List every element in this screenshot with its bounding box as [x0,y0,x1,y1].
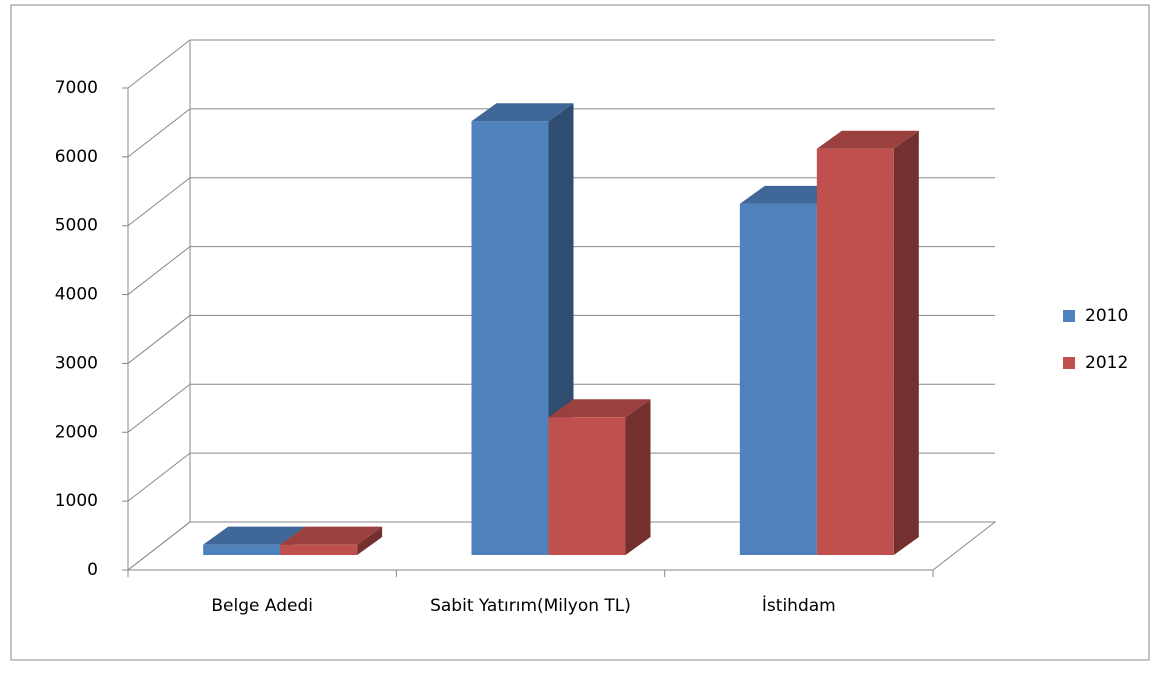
grid-line [127,246,995,295]
bar-top [739,185,842,204]
bar-top [471,103,574,122]
grid-line [127,108,995,158]
bar [471,121,549,555]
chart-border [10,4,1150,661]
legend-label: 2010 [1085,306,1128,326]
y-tick-label: 4000 [55,285,98,305]
bar-side [893,130,919,555]
bar-top [280,526,383,545]
x-tick-label: Sabit Yatırım(Milyon TL) [430,596,631,616]
grid-line [127,314,995,364]
y-tick-label: 5000 [55,216,98,236]
bar [280,544,358,555]
legend-label: 2012 [1085,353,1128,373]
bar-top [816,130,919,149]
y-tick-label: 3000 [55,353,98,373]
y-tick-label: 6000 [55,147,98,167]
bar-side [357,526,383,555]
grid-line [127,177,995,227]
grid-line [127,39,995,89]
y-tick-label: 2000 [55,422,98,442]
bar [548,417,626,555]
legend-swatch [1063,357,1075,369]
bar-top [548,399,651,418]
y-tick-label: 1000 [55,491,98,511]
bar-side [625,399,651,555]
grid-line [127,452,995,502]
bar [739,203,817,556]
legend-swatch [1063,310,1075,322]
grid-line [127,383,995,433]
x-tick-label: İstihdam [761,596,836,616]
y-tick-label: 7000 [55,78,98,98]
bar-top [203,526,306,545]
bar [203,544,281,555]
bar [816,148,894,555]
grid-line [127,521,995,571]
x-tick-label: Belge Adedi [211,596,313,616]
y-tick-label: 0 [87,560,98,580]
